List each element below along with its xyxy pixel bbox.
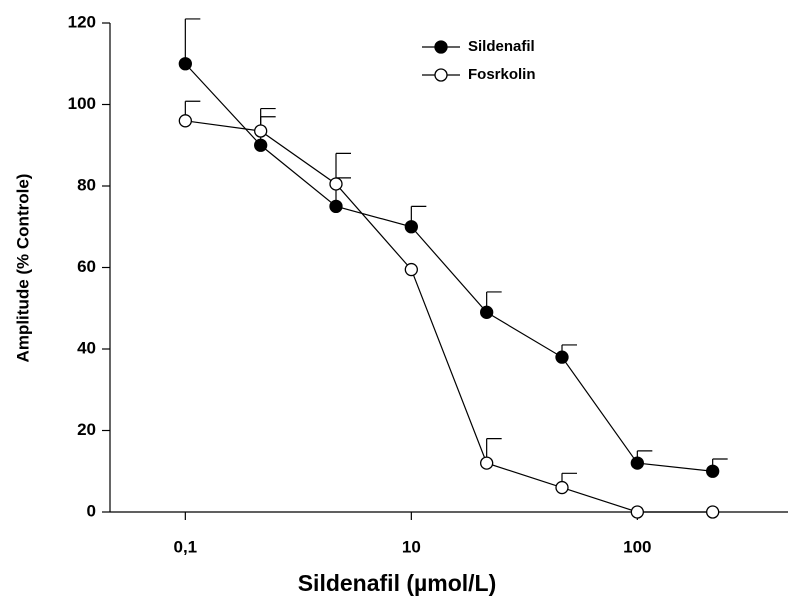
y-tick-label: 60 [77,257,96,276]
x-axis-label: Sildenafil (µmol/L) [298,570,497,596]
legend-marker [434,40,448,54]
y-tick-label: 40 [77,338,96,357]
data-point [480,305,494,319]
x-tick-label: 100 [623,537,651,556]
data-point [329,199,343,214]
legend-label: Sildenafil [468,38,535,55]
data-point [706,505,720,519]
data-point [178,114,192,128]
y-tick-label: 0 [87,501,96,520]
series-line [185,120,713,513]
data-point [329,177,343,191]
data-point [706,464,720,478]
data-point [480,456,494,470]
data-point [404,220,418,234]
data-point [555,350,569,364]
data-point [178,57,192,71]
data-point [254,138,268,152]
data-point [254,124,268,138]
series-line [184,63,713,472]
y-axis-label: Amplitude (% Controle) [13,174,32,363]
data-point [555,480,569,495]
y-tick-label: 100 [68,94,96,113]
data-point [630,456,644,470]
y-tick-label: 20 [77,420,96,439]
legend-marker [434,68,448,82]
data-point [630,505,644,519]
x-tick-label: 0,1 [174,537,198,556]
error-bar [184,18,201,64]
data-point [404,262,418,277]
y-tick-label: 120 [68,12,96,31]
legend-label: Fosrkolin [468,66,536,83]
x-tick-label: 10 [402,537,421,556]
y-tick-label: 80 [77,175,96,194]
